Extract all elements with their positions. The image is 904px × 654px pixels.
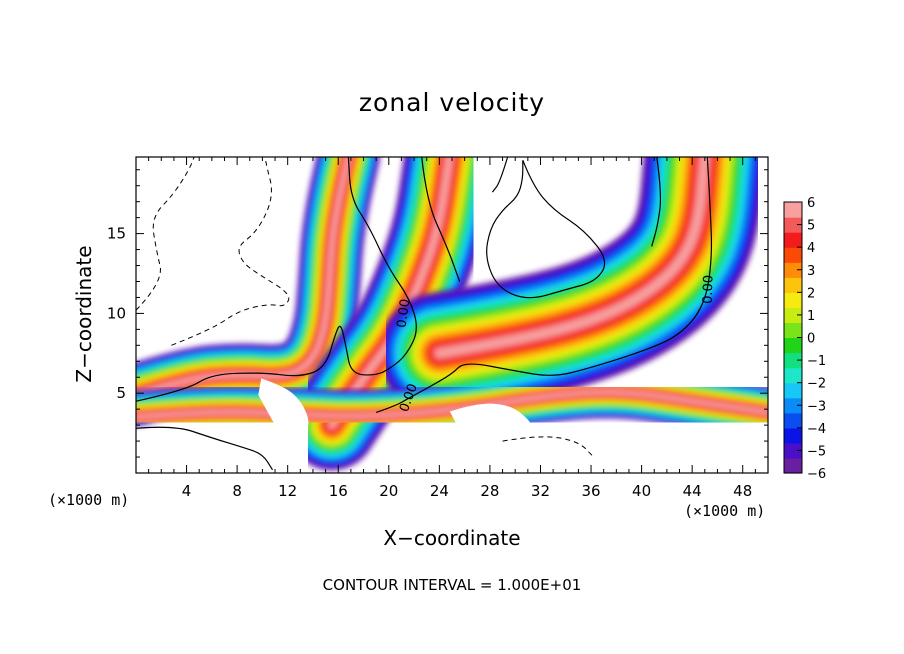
band-low-layer xyxy=(136,365,768,444)
colorbar-swatch xyxy=(784,232,802,248)
contour-line-6 xyxy=(136,426,274,471)
zero-region-1 xyxy=(449,403,535,440)
contour-line-4 xyxy=(491,157,509,193)
zero-region-0 xyxy=(258,378,309,438)
colorbar-swatch xyxy=(784,412,802,429)
y-axis-label: Z−coordinate xyxy=(72,245,96,383)
contour-line-0 xyxy=(136,157,417,402)
x-tick-label: 8 xyxy=(232,482,242,500)
contour-line-5 xyxy=(486,159,606,299)
colorbar-tick-label: 3 xyxy=(807,264,815,279)
colorbar-tick-label: 4 xyxy=(807,241,815,256)
x-tick-label: 36 xyxy=(581,482,600,500)
x-tick-label: 44 xyxy=(683,482,702,500)
y-tick-label: 10 xyxy=(107,304,126,322)
contour-line-2 xyxy=(651,157,662,247)
colorbar-tick-label: −5 xyxy=(807,444,826,459)
colorbar-swatch xyxy=(784,262,802,278)
contour-line-1 xyxy=(376,157,713,413)
colorbar-tick-label: −1 xyxy=(807,354,826,369)
plot-area: 0.000.000.00 xyxy=(136,157,768,473)
colorbar-swatch xyxy=(784,322,802,339)
colorbar-tick-label: −4 xyxy=(807,422,826,437)
x-axis-label: X−coordinate xyxy=(383,526,521,550)
x-tick-label: 28 xyxy=(480,482,499,500)
colorbar-swatch xyxy=(784,427,802,444)
colorbar-swatch xyxy=(784,202,802,218)
colorbar-tick-label: −3 xyxy=(807,399,826,414)
colorbar-tick-label: 1 xyxy=(807,309,815,324)
zero-region-2 xyxy=(606,428,649,447)
colorbar-swatch xyxy=(784,367,802,384)
colorbar-tick-label: −6 xyxy=(807,467,826,482)
colorbar-tick-label: 0 xyxy=(807,332,815,347)
contour-label-2: 0.00 xyxy=(701,275,717,304)
dashed-contour-2 xyxy=(502,436,594,458)
x-tick-label: 12 xyxy=(278,482,297,500)
contour-line-3 xyxy=(421,157,461,282)
colorbar-swatch xyxy=(784,457,802,474)
band-stroke xyxy=(136,157,352,398)
colorbar-tick-label: 2 xyxy=(807,286,815,301)
colorbar-tick-label: −2 xyxy=(807,377,826,392)
contour-interval-label: CONTOUR INTERVAL = 1.000E+01 xyxy=(322,576,582,594)
band-right-jet xyxy=(378,157,766,415)
zero-regions xyxy=(258,378,649,447)
x-units-left: (×1000 m) xyxy=(48,491,130,509)
colorbar-swatch xyxy=(784,442,802,459)
contour-label-0: 0.00 xyxy=(395,298,414,329)
colorbar-swatch xyxy=(784,337,802,354)
x-tick-label: 20 xyxy=(379,482,398,500)
dashed-contour-1 xyxy=(171,157,290,346)
band-stroke xyxy=(435,157,710,358)
velocity-field xyxy=(136,157,768,471)
x-tick-label: 32 xyxy=(531,482,550,500)
x-tick-label: 4 xyxy=(182,482,192,500)
colorbar-swatch xyxy=(784,382,802,399)
x-tick-label: 16 xyxy=(329,482,348,500)
dashed-contour-0 xyxy=(136,157,195,311)
x-tick-label: 48 xyxy=(733,482,752,500)
chart-title: zonal velocity xyxy=(358,88,546,117)
colorbar-tick-label: 6 xyxy=(807,196,815,211)
x-tick-label: 40 xyxy=(632,482,651,500)
band-stroke xyxy=(136,389,768,420)
x-tick-label: 24 xyxy=(430,482,449,500)
colorbar-swatch xyxy=(784,292,802,308)
colorbar-swatch xyxy=(784,397,802,414)
colorbar-swatch xyxy=(784,277,802,293)
band-left-jet xyxy=(136,157,380,427)
y-tick-label: 5 xyxy=(116,384,126,402)
colorbar-swatch xyxy=(784,307,802,324)
colorbar-swatch xyxy=(784,247,802,263)
colorbar-swatch xyxy=(784,352,802,369)
colorbar: 6 5 4 3 2 1 0 −1 −2 −3 −4 −5 −6 xyxy=(783,196,826,482)
x-units-right: (×1000 m) xyxy=(684,502,766,520)
colorbar-swatch xyxy=(784,217,802,233)
y-tick-label: 15 xyxy=(107,225,126,243)
colorbar-tick-label: 5 xyxy=(807,219,815,234)
